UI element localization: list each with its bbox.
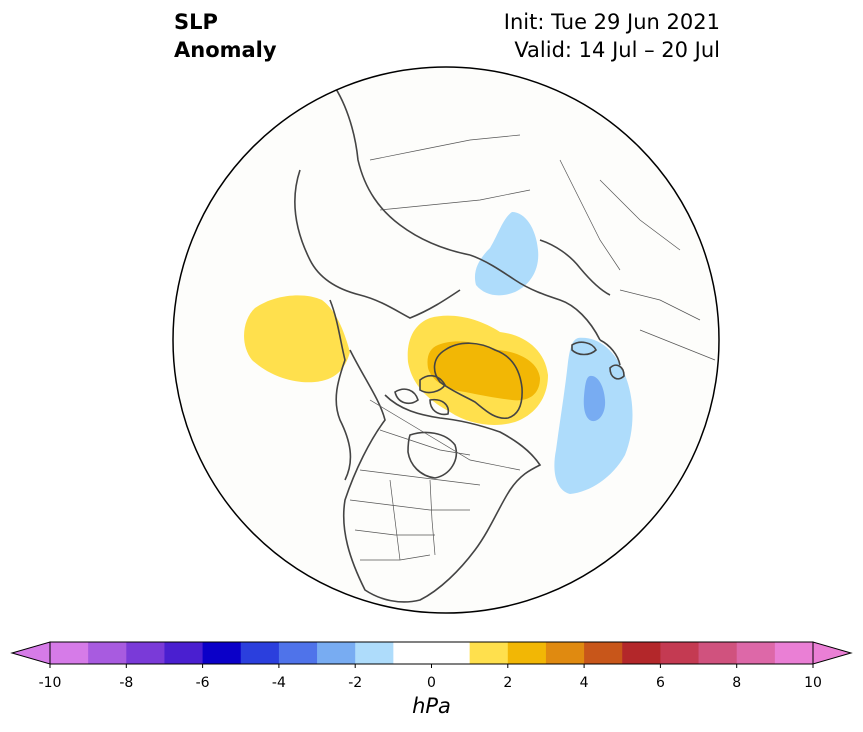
colorbar-tick-label: 4 [580,675,589,691]
colorbar-segment [736,642,776,664]
colorbar-segment [507,642,547,664]
anomaly-scandinavia-negative [474,212,539,296]
colorbar-tick-label: 6 [656,675,665,691]
colorbar-segment [317,642,356,664]
map-title: SLP Anomaly [174,8,277,64]
colorbar-tick-label: 8 [732,675,741,691]
forecast-info: Init: Tue 29 Jun 2021 Valid: 14 Jul – 20… [504,8,720,64]
colorbar-extend-low [10,641,51,665]
colorbar-segment [126,642,165,664]
colorbar-segment [278,642,318,664]
colorbar-unit-label: hPa [412,694,451,718]
colorbar-segment [545,642,585,664]
anomaly-greenland-strong [427,341,540,401]
init-date: Init: Tue 29 Jun 2021 [503,10,720,34]
colorbar-tick-label: -8 [119,675,133,691]
colorbar-tick-label: -10 [39,675,62,691]
valid-range: Valid: 14 Jul – 20 Jul [514,38,720,62]
colorbar-segment [469,642,509,664]
colorbar-tick-label: -2 [348,675,362,691]
colorbar-segment [622,642,661,664]
anomaly-atlantic-strong [583,375,606,422]
colorbar-segment [88,642,127,664]
colorbar-segment [355,642,394,664]
colorbar-tick-label: 10 [804,675,822,691]
colorbar-tick-label: 2 [503,675,512,691]
colorbar-segment [660,642,700,664]
coastlines [294,79,625,603]
title-variable: SLP [174,10,218,34]
colorbar-extend-high [812,641,853,665]
colorbar-segment [431,642,471,664]
colorbar-segment [50,642,89,664]
colorbar-segment [202,642,242,664]
polar-map [172,66,720,614]
borders [349,134,716,561]
colorbar-tick-label: 0 [427,675,436,691]
colorbar-segment [774,642,814,664]
colorbar-segment [240,642,280,664]
colorbar-segment [698,642,738,664]
map-boundary [172,66,720,614]
colorbar-segment [584,642,623,664]
colorbar-segment [393,642,432,664]
colorbar-tick-label: -4 [272,675,286,691]
colorbar-segment [164,642,204,664]
anomaly-pacific-positive [244,295,350,383]
colorbar-tick-label: -6 [196,675,210,691]
colorbar: -10 -8 -6 -4 -2 0 2 4 6 8 10 [10,641,853,691]
title-subtitle: Anomaly [174,38,277,62]
